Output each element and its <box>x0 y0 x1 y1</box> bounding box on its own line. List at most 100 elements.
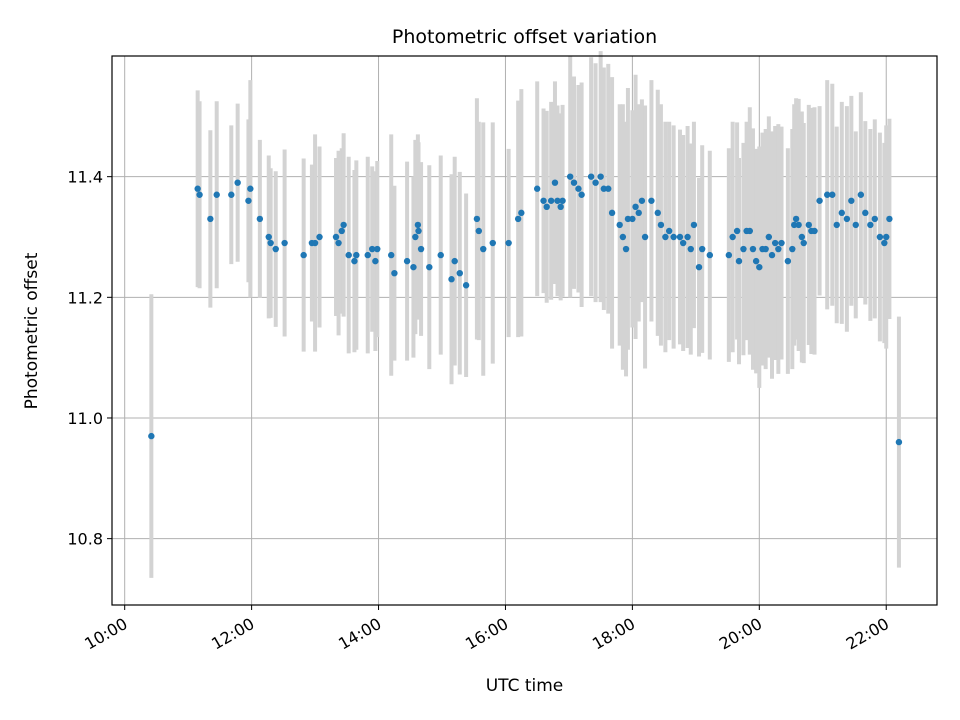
data-point <box>272 245 279 253</box>
data-point <box>554 197 561 204</box>
data-point <box>762 245 769 253</box>
data-point <box>551 179 559 186</box>
y-axis-title: Photometric offset <box>22 252 42 409</box>
data-point <box>368 245 376 253</box>
data-point <box>749 245 757 253</box>
data-point <box>300 251 307 259</box>
data-point <box>410 263 417 271</box>
data-point <box>641 233 649 241</box>
data-point <box>247 185 254 192</box>
data-point <box>792 215 800 223</box>
data-point <box>883 233 890 241</box>
data-points <box>148 173 903 446</box>
data-point <box>234 179 241 186</box>
data-point <box>824 191 831 198</box>
chart-title: Photometric offset variation <box>392 26 657 48</box>
data-point <box>518 209 525 217</box>
data-point <box>391 269 398 277</box>
data-point <box>795 221 802 229</box>
data-point <box>784 257 792 265</box>
data-point <box>695 263 703 271</box>
data-point <box>881 239 888 247</box>
data-point <box>575 185 582 192</box>
data-point <box>426 263 433 271</box>
data-point <box>148 432 155 440</box>
data-point <box>543 203 550 211</box>
data-point <box>540 197 547 204</box>
y-axis-ticks: 10.8 11.0 11.2 11.4 <box>67 168 112 549</box>
data-point <box>676 233 684 241</box>
data-point <box>775 245 782 253</box>
data-point <box>629 215 636 223</box>
data-point <box>364 251 371 259</box>
data-point <box>811 227 818 235</box>
data-point <box>353 251 360 259</box>
x-axis-title: UTC time <box>486 676 564 696</box>
data-point <box>622 245 630 253</box>
data-point <box>768 251 776 259</box>
data-point <box>619 233 627 241</box>
data-point <box>489 239 496 247</box>
data-point <box>451 257 458 265</box>
data-point <box>740 245 747 253</box>
data-point <box>687 245 694 253</box>
data-point <box>547 197 555 204</box>
data-point <box>462 282 470 289</box>
data-point <box>228 191 235 198</box>
data-point <box>886 215 893 223</box>
data-point <box>505 239 512 247</box>
data-point <box>632 203 639 211</box>
data-point <box>800 239 807 247</box>
data-point <box>605 185 612 192</box>
data-point <box>729 233 736 241</box>
data-point <box>616 221 623 229</box>
data-point <box>648 197 655 204</box>
data-point <box>256 215 264 223</box>
data-point <box>533 185 541 192</box>
data-point <box>654 209 661 217</box>
data-point <box>867 221 874 229</box>
data-point <box>372 257 379 265</box>
data-point <box>608 209 616 217</box>
data-point <box>690 221 698 229</box>
data-point <box>635 209 642 217</box>
data-point <box>670 233 677 241</box>
data-point <box>388 251 395 259</box>
data-point <box>245 197 252 204</box>
data-point <box>871 215 879 223</box>
data-point <box>805 221 813 229</box>
data-point <box>311 239 319 247</box>
data-point <box>698 245 706 253</box>
data-point <box>345 251 352 259</box>
data-point <box>857 191 865 198</box>
data-point <box>475 227 483 235</box>
data-point <box>684 233 691 241</box>
data-point <box>267 239 274 247</box>
data-point <box>895 438 903 446</box>
data-point <box>414 221 422 229</box>
data-point <box>265 233 272 241</box>
data-point <box>597 173 604 180</box>
data-point <box>657 221 665 229</box>
data-point <box>638 197 646 204</box>
data-point <box>557 203 564 211</box>
data-point <box>338 227 345 235</box>
data-point <box>566 173 574 180</box>
plot-frame <box>111 55 938 606</box>
data-point <box>587 173 595 180</box>
y-tick-label: 11.4 <box>67 168 103 187</box>
data-point <box>417 245 425 253</box>
y-tick-label: 11.2 <box>67 288 103 307</box>
data-point <box>456 269 463 277</box>
data-point <box>374 245 381 253</box>
data-point <box>771 239 779 247</box>
data-point <box>746 227 753 235</box>
data-point <box>340 221 347 229</box>
data-point <box>473 215 481 223</box>
data-point <box>514 215 522 223</box>
data-point <box>789 245 796 253</box>
data-point <box>448 276 455 283</box>
data-point <box>765 233 773 241</box>
data-point <box>706 251 714 259</box>
